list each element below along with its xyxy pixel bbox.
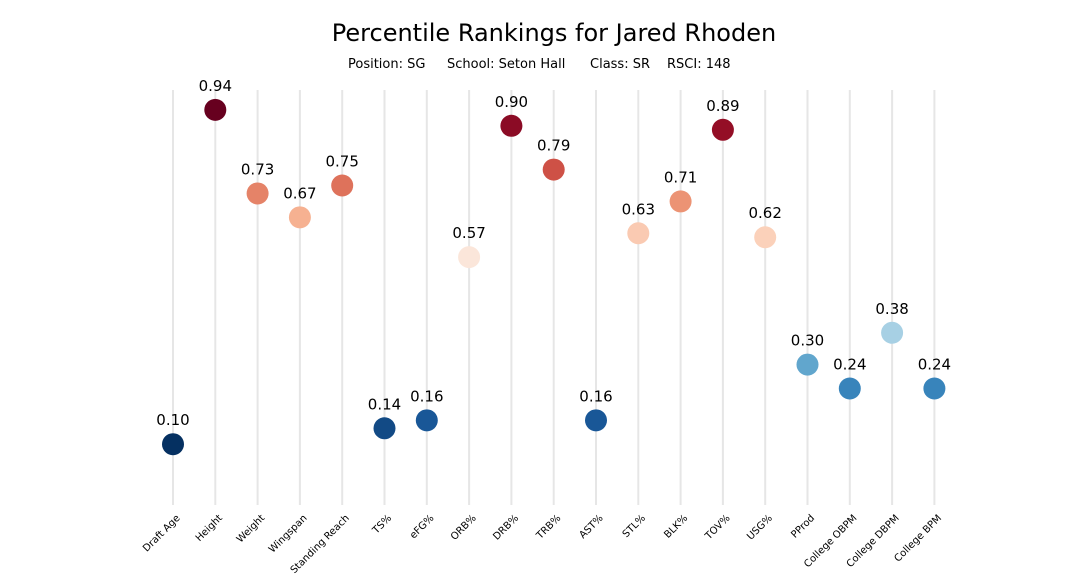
chart-subtitle: Position: SG School: Seton Hall Class: S… [348,57,731,72]
tick-label-draft-age: Draft Age [141,513,183,555]
tick-label-ts-pct: TS% [370,513,394,537]
value-label-weight: 0.73 [241,160,274,178]
value-label-orb-pct: 0.57 [452,224,485,242]
data-point-usg-pct [754,226,777,249]
data-point-stl-pct [627,222,650,245]
value-label-wingspan: 0.67 [283,184,316,202]
subtitle-class: Class: SR [590,57,650,72]
tick-label-drb-pct: DRB% [491,513,521,543]
value-label-height: 0.94 [199,77,232,95]
tick-label-ast-pct: AST% [577,513,605,541]
data-point-college-obpm [838,377,861,400]
tick-label-efg-pct: eFG% [408,513,436,541]
tick-label-trb-pct: TRB% [534,513,563,542]
data-point-trb-pct [542,158,565,181]
chart-title: Percentile Rankings for Jared Rhoden [332,19,776,47]
value-label-college-dbpm: 0.38 [875,300,908,318]
value-label-draft-age: 0.10 [156,411,189,429]
data-point-weight [246,182,269,205]
data-point-college-dbpm [881,321,904,344]
gridlines [172,90,936,505]
subtitle-school: School: Seton Hall [447,57,565,72]
value-label-efg-pct: 0.16 [410,387,443,405]
data-point-efg-pct [415,409,438,432]
data-point-standing-reach [331,174,354,197]
data-point-ast-pct [585,409,607,432]
value-label-college-bpm: 0.24 [918,355,951,373]
value-label-stl-pct: 0.63 [622,200,655,218]
data-point-ts-pct [373,417,396,440]
subtitle-position: Position: SG [348,57,425,72]
subtitle-rsci: RSCI: 148 [667,57,731,72]
tick-label-blk-pct: BLK% [662,513,690,541]
tick-label-tov-pct: TOV% [703,513,733,543]
tick-label-usg-pct: USG% [745,513,775,543]
value-label-standing-reach: 0.75 [325,153,358,171]
data-point-draft-age [162,433,184,456]
data-point-orb-pct [458,246,481,269]
value-label-ts-pct: 0.14 [368,395,401,413]
tick-label-wingspan: Wingspan [267,513,310,556]
data-point-tov-pct [711,118,734,141]
value-label-trb-pct: 0.79 [537,137,570,155]
tick-label-height: Height [194,513,225,544]
tick-label-stl-pct: STL% [621,513,648,540]
value-label-pprod: 0.30 [791,332,824,350]
tick-label-pprod: PProd [789,513,817,541]
value-label-college-obpm: 0.24 [833,355,866,373]
data-point-height [204,98,227,121]
value-labels: 0.10 0.94 0.73 0.67 0.75 0.14 0.16 0.57 0.90 0.79… [156,77,951,429]
data-point-blk-pct [669,190,692,213]
value-label-ast-pct: 0.16 [579,387,612,405]
data-points [162,98,946,456]
data-point-college-bpm [923,377,946,400]
data-point-wingspan [288,206,311,229]
value-label-drb-pct: 0.90 [495,93,528,111]
tick-label-weight: Weight [235,513,267,545]
value-label-usg-pct: 0.62 [748,204,781,222]
tick-label-orb-pct: ORB% [449,513,479,543]
data-point-pprod [796,353,819,376]
value-label-blk-pct: 0.71 [664,168,697,186]
data-point-drb-pct [500,114,523,137]
value-label-tov-pct: 0.89 [706,97,739,115]
